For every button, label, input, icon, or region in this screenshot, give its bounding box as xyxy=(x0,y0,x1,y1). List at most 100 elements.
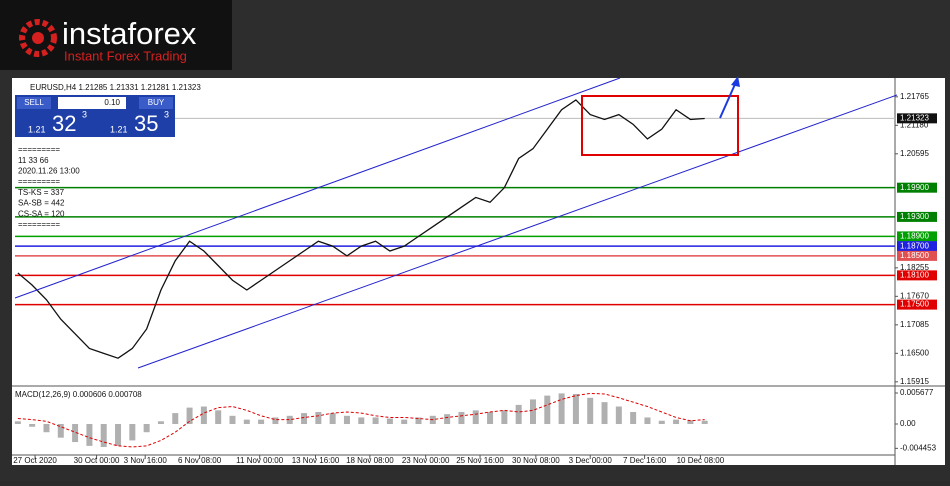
symbol-title: EURUSD,H4 1.21285 1.21331 1.21281 1.2132… xyxy=(30,83,201,92)
macd-bar xyxy=(601,402,608,425)
level-label: 1.19900 xyxy=(900,183,929,192)
buy-frac: 3 xyxy=(164,109,169,119)
macd-bar xyxy=(29,424,36,427)
macd-bar xyxy=(572,393,579,425)
y-tick-label: 1.15915 xyxy=(900,377,929,386)
macd-bar xyxy=(301,413,308,425)
macd-bar xyxy=(229,415,236,425)
price-line xyxy=(17,99,705,359)
macd-bar xyxy=(243,419,250,425)
y-tick-label: 0.00 xyxy=(900,419,916,428)
level-tag xyxy=(897,241,937,252)
lots: 0.10 xyxy=(104,98,120,107)
macd-bar xyxy=(100,424,107,447)
consolidation-box xyxy=(581,95,739,156)
tagline: Instant Forex Trading xyxy=(64,48,187,63)
info-line: SA-SB = 442 xyxy=(18,199,65,208)
macd-bar xyxy=(701,420,708,425)
macd-bar xyxy=(358,417,365,425)
macd-bar xyxy=(72,424,79,443)
macd-bar xyxy=(43,424,50,433)
macd-bar xyxy=(172,413,179,425)
macd-bar xyxy=(544,395,551,425)
x-tick-label: 3 Nov 16:00 xyxy=(124,456,168,465)
macd-bar xyxy=(86,424,93,446)
logo-icon xyxy=(19,19,57,57)
buy-label: BUY xyxy=(148,98,165,107)
y-tick-label: -0.004453 xyxy=(900,443,937,452)
macd-bar xyxy=(386,418,393,425)
signal-line xyxy=(17,392,705,448)
macd-bar xyxy=(343,415,350,425)
macd-bar xyxy=(143,424,150,433)
brand: instaforex xyxy=(62,16,197,51)
buy-pips: 35 xyxy=(134,111,158,136)
macd-bar xyxy=(472,410,479,425)
x-tick-label: 13 Nov 16:00 xyxy=(292,456,340,465)
level-label: 1.18500 xyxy=(900,251,929,260)
y-tick-label: 1.17085 xyxy=(900,320,929,329)
macd-bar xyxy=(515,404,522,425)
buy-button[interactable] xyxy=(139,97,173,109)
info-line: 11 33 66 xyxy=(18,156,49,165)
level-tag xyxy=(897,211,937,222)
y-tick-label: 1.16500 xyxy=(900,348,929,357)
logo-icon-core xyxy=(32,32,44,44)
x-tick-label: 25 Nov 16:00 xyxy=(456,456,504,465)
y-tick-label: 1.18255 xyxy=(900,263,929,272)
macd-bar xyxy=(658,420,665,425)
macd-bar xyxy=(286,415,293,425)
y-tick-label: 1.17670 xyxy=(900,291,929,300)
level-label: 1.18700 xyxy=(900,241,929,250)
macd-bar xyxy=(200,406,207,425)
macd-bar xyxy=(444,414,451,425)
macd-bar xyxy=(501,410,508,425)
lots-input[interactable] xyxy=(58,97,126,109)
level-tag xyxy=(897,231,937,242)
sell-label: SELL xyxy=(24,98,44,107)
macd-bar xyxy=(315,411,322,425)
macd-title: MACD(12,26,9) 0.000606 0.000708 xyxy=(15,390,142,399)
macd-bar xyxy=(129,424,136,441)
x-tick-label: 6 Nov 08:00 xyxy=(178,456,222,465)
sell-button[interactable] xyxy=(17,97,51,109)
channel-upper xyxy=(14,77,621,299)
level-tag xyxy=(897,299,937,310)
level-label: 1.19300 xyxy=(900,212,929,221)
level-label: 1.18100 xyxy=(900,270,929,279)
macd-bar xyxy=(458,411,465,425)
info-line: 2020.11.26 13:00 xyxy=(18,167,80,176)
x-tick-label: 11 Nov 00:00 xyxy=(236,456,284,465)
macd-bar xyxy=(644,417,651,425)
macd-bar xyxy=(115,424,122,446)
level-tag xyxy=(897,182,937,193)
macd-bar xyxy=(329,413,336,425)
x-tick-label: 18 Nov 08:00 xyxy=(346,456,394,465)
forecast-arrow xyxy=(719,81,737,119)
macd-bar xyxy=(186,407,193,425)
info-line: ========= xyxy=(18,145,60,154)
x-tick-label: 10 Dec 08:00 xyxy=(677,456,725,465)
macd-bar xyxy=(587,397,594,425)
y-tick-label: 0.005677 xyxy=(900,388,934,397)
y-tick-label: 1.20595 xyxy=(900,149,929,158)
sell-big: 1.21 xyxy=(28,124,46,134)
x-tick-label: 23 Nov 00:00 xyxy=(402,456,450,465)
macd-bar xyxy=(673,419,680,425)
info-line: TS-KS = 337 xyxy=(18,188,65,197)
macd-bar xyxy=(401,419,408,425)
x-tick-label: 7 Dec 16:00 xyxy=(623,456,667,465)
x-tick-label: 30 Nov 08:00 xyxy=(512,456,560,465)
macd-bar xyxy=(372,417,379,425)
level-tag xyxy=(897,250,937,261)
level-label: 1.17500 xyxy=(900,300,929,309)
current-price-tag xyxy=(897,113,937,124)
macd-bar xyxy=(157,421,164,425)
macd-bar xyxy=(272,417,279,425)
level-label: 1.18900 xyxy=(900,232,929,241)
current-price-label: 1.21323 xyxy=(900,113,929,122)
macd-bar xyxy=(258,419,265,425)
macd-bar xyxy=(529,399,536,425)
